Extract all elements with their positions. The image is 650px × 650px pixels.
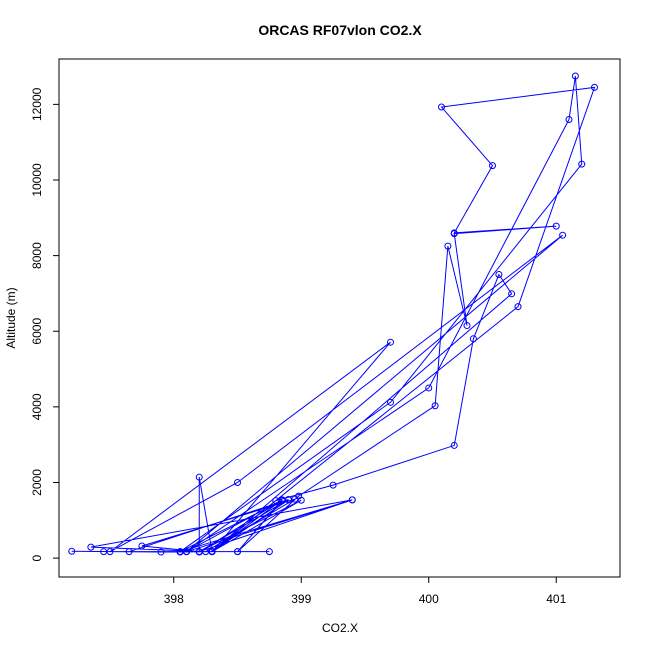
- data-point: [463, 322, 471, 330]
- y-tick-label: 6000: [30, 318, 44, 345]
- data-point: [444, 242, 452, 250]
- data-point: [559, 231, 567, 239]
- y-tick-label: 4000: [30, 393, 44, 420]
- data-point: [387, 338, 394, 346]
- data-point: [552, 222, 560, 230]
- x-axis: 398 399 400 401: [164, 577, 567, 606]
- data-point: [272, 497, 280, 505]
- series-line: [71, 75, 596, 553]
- data-point: [329, 481, 337, 489]
- plot-frame: [58, 58, 621, 578]
- data-point: [195, 473, 203, 481]
- data-point: [387, 398, 394, 406]
- data-point: [87, 543, 95, 551]
- data-point: [195, 548, 203, 556]
- data-point: [469, 335, 477, 343]
- data-point: [591, 83, 598, 91]
- data-point: [495, 271, 503, 279]
- y-tick-label: 2000: [30, 469, 44, 496]
- x-axis-label: CO2.X: [322, 621, 358, 635]
- data-point: [431, 402, 439, 410]
- y-tick-label: 0: [30, 554, 44, 561]
- data-point: [565, 115, 573, 123]
- series-co2: [68, 72, 598, 556]
- data-point: [571, 72, 579, 80]
- data-point: [578, 160, 586, 168]
- data-point: [425, 384, 433, 392]
- data-point: [489, 162, 496, 170]
- y-axis: 0 2000 4000 6000 8000 10000 12000: [30, 87, 59, 561]
- data-point: [450, 441, 458, 449]
- x-tick-label: 399: [291, 592, 311, 606]
- data-point: [125, 548, 133, 556]
- data-point: [234, 548, 241, 556]
- data-point: [208, 548, 216, 556]
- data-point: [508, 290, 516, 298]
- data-point: [450, 229, 458, 237]
- x-tick-label: 401: [546, 592, 566, 606]
- data-point: [348, 496, 356, 504]
- y-tick-label: 12000: [30, 87, 44, 121]
- data-point: [68, 547, 76, 555]
- data-point: [295, 492, 303, 500]
- x-tick-label: 400: [419, 592, 439, 606]
- y-tick-label: 10000: [30, 163, 44, 197]
- data-point: [106, 548, 114, 556]
- data-point: [138, 542, 146, 550]
- data-point: [157, 548, 165, 556]
- y-axis-label: Altitude (m): [4, 287, 18, 348]
- data-point: [514, 303, 522, 311]
- chart-title: ORCAS RF07vlon CO2.X: [258, 22, 422, 38]
- data-point: [234, 478, 241, 486]
- data-point: [438, 103, 445, 111]
- x-tick-label: 398: [164, 592, 184, 606]
- data-point: [176, 548, 184, 556]
- y-tick-label: 8000: [30, 242, 44, 269]
- data-point: [265, 548, 273, 556]
